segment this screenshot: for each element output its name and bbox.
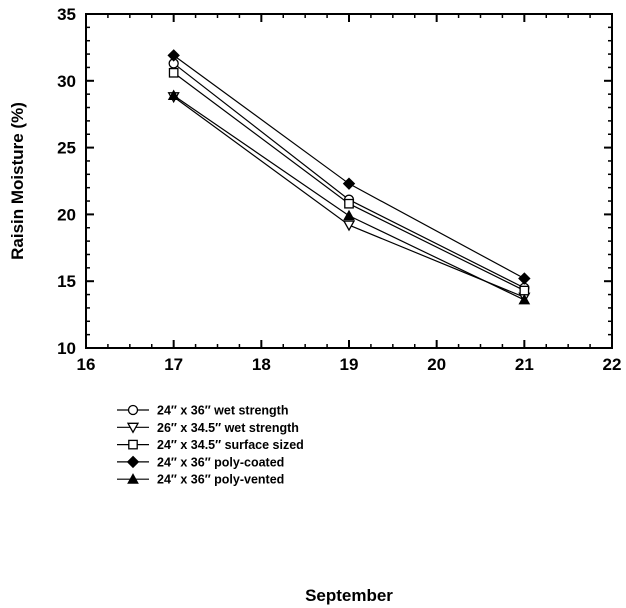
data-point-series-3 — [344, 198, 354, 209]
legend-marker — [128, 439, 138, 450]
legend-item: 26″ x 34.5″ wet strength — [117, 421, 299, 435]
x-tick-label: 16 — [77, 355, 96, 374]
x-tick-label: 21 — [515, 355, 534, 374]
y-tick-label: 35 — [57, 5, 76, 24]
data-point-series-5 — [518, 293, 531, 305]
legend-item: 24″ x 34.5″ surface sized — [117, 438, 304, 452]
legend-marker — [127, 404, 139, 416]
legend-label: 24″ x 34.5″ surface sized — [157, 438, 304, 452]
series-markers — [167, 49, 531, 305]
data-point-series-5 — [167, 89, 180, 100]
x-tick-label: 18 — [252, 355, 271, 374]
data-point-series-5 — [343, 209, 355, 221]
legend-item: 24″ x 36″ poly-coated — [117, 455, 284, 469]
series-line-1 — [173, 62, 525, 289]
legend-label: 24″ x 36″ poly-vented — [157, 473, 284, 487]
data-point-series-4 — [518, 272, 531, 285]
data-point-series-4 — [342, 177, 356, 190]
data-point-series-2 — [342, 220, 356, 232]
legend-item: 24″ x 36″ poly-vented — [117, 473, 284, 487]
legend-item: 24″ x 36″ wet strength — [117, 404, 288, 418]
y-tick-label: 10 — [57, 339, 76, 358]
series-line-4 — [173, 54, 525, 280]
y-tick-label: 30 — [57, 72, 76, 91]
legend-label: 24″ x 36″ wet strength — [157, 404, 288, 418]
x-tick-label: 20 — [427, 355, 446, 374]
legend-label: 26″ x 34.5″ wet strength — [157, 421, 299, 435]
x-tick-label: 22 — [603, 355, 622, 374]
legend-marker — [126, 422, 140, 434]
y-tick-label: 15 — [57, 272, 76, 291]
x-tick-label: 17 — [164, 355, 183, 374]
legend-label: 24″ x 36″ poly-coated — [157, 455, 284, 469]
data-point-series-3 — [168, 67, 179, 78]
axis-ticks — [85, 13, 613, 349]
y-axis-title: Raisin Moisture (%) — [8, 102, 27, 260]
legend: 24″ x 36″ wet strength 26″ x 34.5″ wet st… — [117, 404, 304, 487]
y-tick-label: 25 — [57, 139, 76, 158]
x-axis-title: September — [305, 586, 393, 605]
legend-marker — [126, 455, 140, 469]
data-point-series-4 — [167, 49, 180, 62]
x-tick-label: 19 — [340, 355, 359, 374]
tick-labels: 16 17 18 19 20 21 22 10 15 20 25 30 35 — [57, 5, 621, 374]
legend-marker — [127, 473, 139, 484]
data-point-series-3 — [519, 285, 530, 296]
y-tick-label: 20 — [57, 205, 76, 224]
